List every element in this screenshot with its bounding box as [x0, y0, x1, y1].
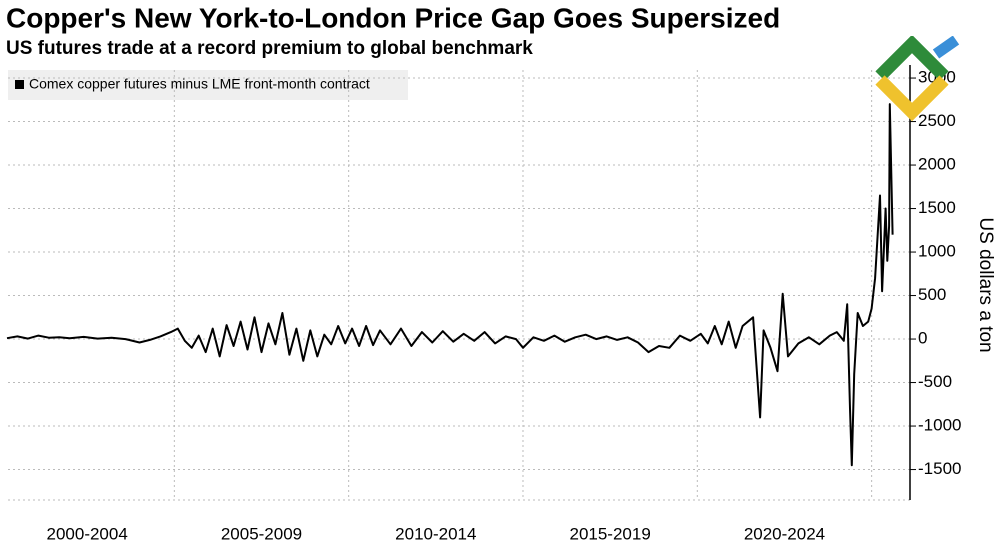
logo-yellow [875, 75, 949, 122]
y-tick-label: 0 [918, 329, 927, 348]
data-line [6, 103, 894, 467]
x-tick-label: 2010-2014 [395, 524, 476, 543]
chart-subtitle: US futures trade at a record premium to … [6, 38, 533, 59]
x-tick-label: 2015-2019 [569, 524, 650, 543]
y-tick-label: 1000 [918, 242, 956, 261]
x-tick-label: 2005-2009 [221, 524, 302, 543]
logo [875, 36, 960, 122]
x-tick-label: 2020-2024 [744, 524, 825, 543]
legend-box [8, 70, 408, 100]
legend-label: Comex copper futures minus LME front-mon… [29, 76, 370, 92]
y-axis-title: US dollars a ton [975, 217, 996, 352]
y-tick-label: 2000 [918, 155, 956, 174]
logo-blue [932, 36, 960, 59]
y-tick-label: -500 [918, 372, 952, 391]
y-tick-label: -1000 [918, 416, 961, 435]
y-tick-label: 1500 [918, 198, 956, 217]
y-tick-label: 500 [918, 285, 946, 304]
x-tick-label: 2000-2004 [47, 524, 128, 543]
y-tick-label: -1500 [918, 459, 961, 478]
legend-swatch [15, 80, 24, 89]
chart-title: Copper's New York-to-London Price Gap Go… [6, 2, 780, 33]
logo-green [875, 36, 949, 81]
y-tick-label: 2500 [918, 111, 956, 130]
